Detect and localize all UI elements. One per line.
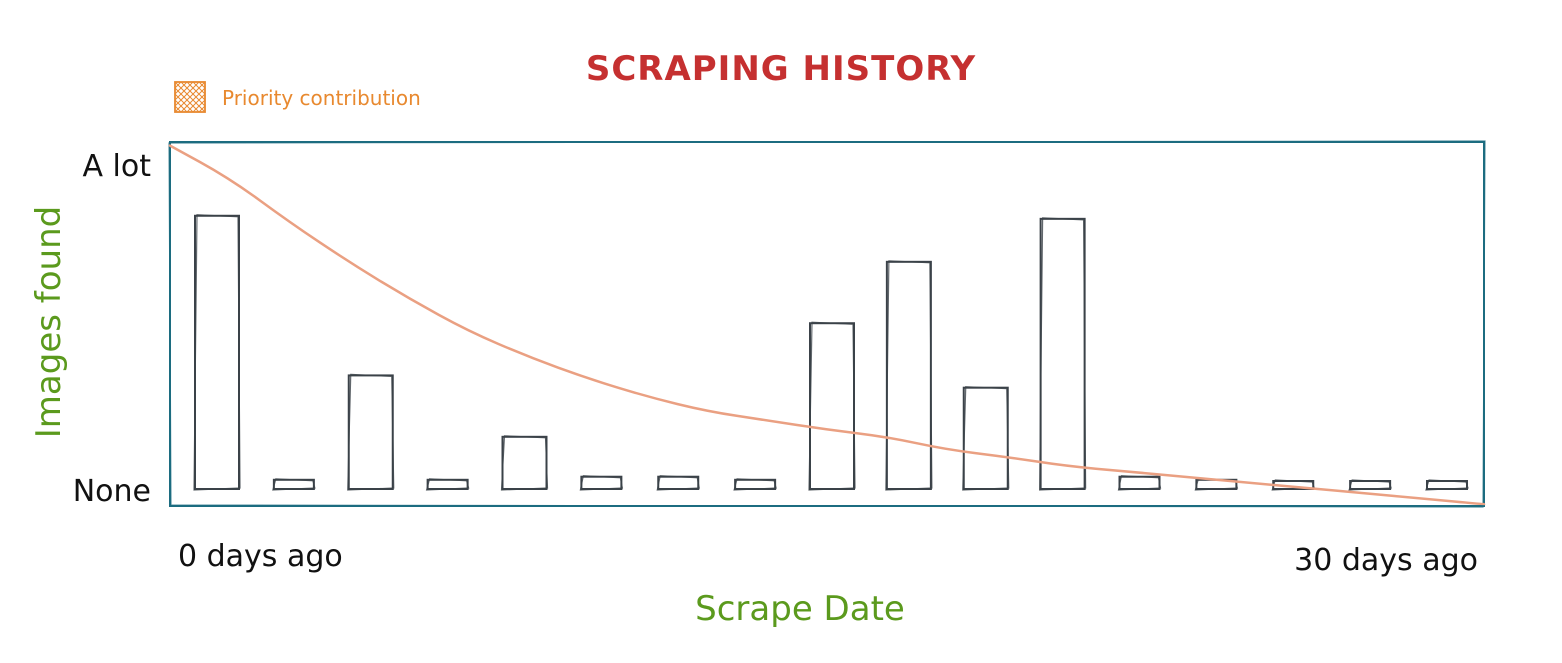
- bar-7-sketch: [656, 475, 700, 491]
- legend-swatch-hatch: [174, 81, 194, 101]
- bar-8: [733, 478, 777, 491]
- bar-3-sketch: [347, 373, 395, 491]
- bar-17-sketch: [1425, 479, 1469, 491]
- bar-9-outline: [809, 322, 855, 490]
- legend-swatch-priority: [174, 81, 206, 113]
- bar-10-outline: [885, 260, 932, 490]
- chart-title: SCRAPING HISTORY: [586, 49, 976, 89]
- plot-area: [168, 140, 1486, 508]
- bar-5: [500, 435, 549, 491]
- bar-10: [885, 260, 933, 491]
- bar-11-outline: [962, 386, 1009, 490]
- y-tick-label-top: A lot: [82, 149, 151, 184]
- bar-8-sketch: [733, 478, 777, 491]
- bar-3-outline: [347, 374, 394, 490]
- bar-8-outline: [734, 478, 777, 491]
- bar-2-sketch: [272, 478, 316, 491]
- bar-5-outline: [501, 435, 548, 490]
- x-tick-label-right: 30 days ago: [1294, 543, 1478, 578]
- bar-12: [1039, 217, 1087, 491]
- bar-5-sketch: [500, 435, 549, 491]
- bar-6-sketch: [579, 475, 624, 491]
- bar-1: [193, 214, 241, 491]
- bar-7: [656, 475, 700, 491]
- bar-1-outline: [194, 214, 240, 491]
- bar-6: [579, 475, 624, 491]
- legend-swatch-hatch: [174, 81, 182, 89]
- legend-swatch-hatch: [174, 81, 188, 95]
- bar-1-sketch: [193, 214, 241, 491]
- bar-16-sketch: [1348, 479, 1392, 491]
- legend-swatch-hatch: [174, 81, 206, 113]
- bar-13-sketch: [1117, 475, 1162, 491]
- bar-2-outline: [272, 478, 315, 491]
- bar-6-outline: [580, 475, 623, 491]
- legend-label-priority: Priority contribution: [222, 86, 421, 110]
- bar-16: [1348, 479, 1392, 491]
- priority-contribution-line: [168, 144, 1486, 506]
- legend-swatch-hatch: [174, 81, 200, 107]
- bar-13: [1117, 475, 1162, 491]
- legend-swatch-hatch: [198, 81, 206, 89]
- bar-12-sketch: [1039, 217, 1087, 491]
- legend: Priority contribution: [174, 81, 421, 113]
- bar-7-outline: [657, 475, 700, 491]
- legend-swatch-box: [174, 81, 206, 113]
- bar-4-sketch: [425, 478, 470, 491]
- bar-4-outline: [426, 478, 469, 491]
- bar-2: [272, 478, 316, 491]
- bar-17: [1425, 479, 1469, 491]
- priority-line-group: [168, 144, 1486, 506]
- bar-10-sketch: [885, 260, 933, 491]
- bar-9: [808, 321, 856, 491]
- bar-11: [962, 386, 1010, 491]
- y-tick-label-bottom: None: [73, 474, 151, 509]
- bar-3: [347, 373, 395, 491]
- legend-swatch-hatch: [180, 81, 206, 107]
- bar-11-sketch: [962, 386, 1010, 491]
- bar-13-outline: [1118, 475, 1161, 491]
- y-axis-label: Images found: [29, 206, 69, 438]
- bar-9-sketch: [808, 321, 856, 491]
- plot-frame-sketch: [168, 140, 1486, 508]
- bar-12-outline: [1039, 217, 1086, 490]
- x-tick-label-left: 0 days ago: [178, 539, 343, 574]
- x-axis-label: Scrape Date: [695, 589, 905, 629]
- bars-group: [193, 214, 1469, 491]
- legend-swatch-hatch: [192, 81, 206, 95]
- bar-4: [425, 478, 470, 491]
